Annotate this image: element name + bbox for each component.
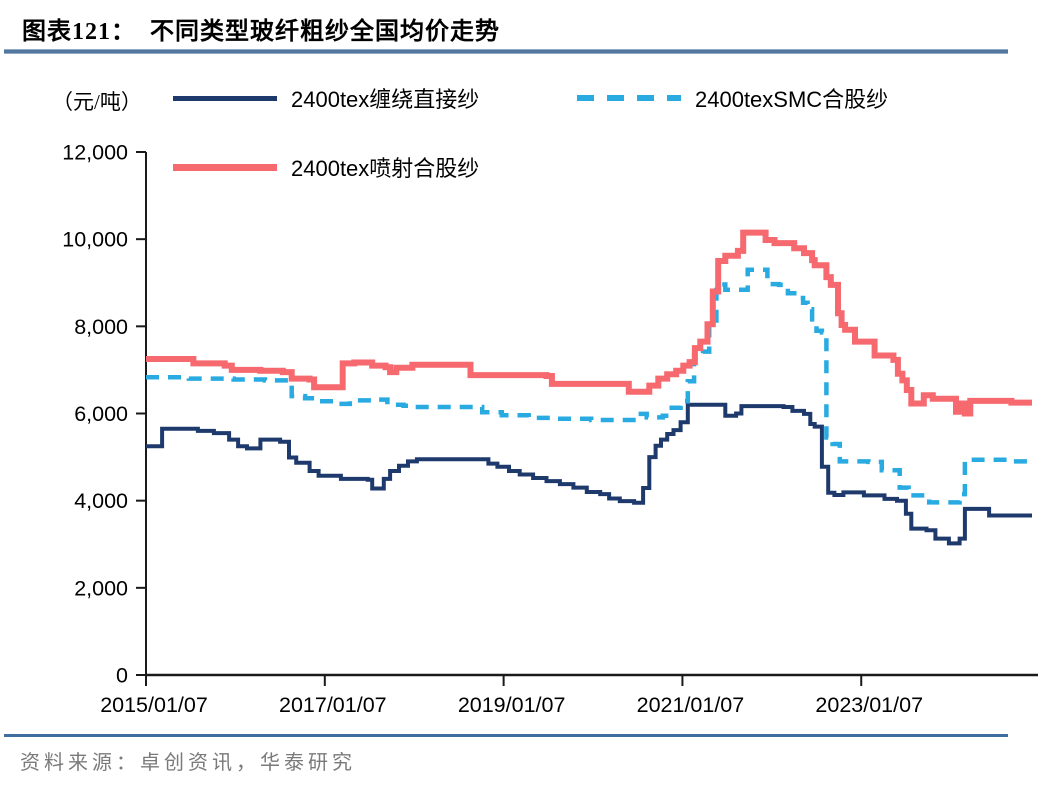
y-tick-label: 12,000 — [62, 141, 128, 165]
y-axis-unit-label: （元/吨） — [52, 90, 142, 114]
legend-item-winding-direct-yarn: 2400tex缠绕直接纱 — [173, 84, 479, 112]
series-line-1 — [146, 267, 1032, 505]
y-tick-label: 2,000 — [74, 576, 128, 600]
chart-title: 图表121： 不同类型玻纤粗纱全国均价走势 — [22, 19, 500, 45]
legend-item-spray-plied-yarn: 2400tex喷射合股纱 — [173, 153, 479, 181]
series-line-0 — [146, 402, 1032, 546]
x-tick-label: 2017/01/07 — [279, 693, 387, 717]
y-axis-ticks: 0 2,000 4,000 6,000 8,000 10,000 12,000 — [62, 141, 146, 688]
x-tick-label: 2015/01/07 — [100, 693, 208, 717]
y-tick-label: 4,000 — [74, 489, 128, 513]
legend-line-swatch-dashed-cyan — [577, 95, 681, 101]
source-divider-line — [4, 734, 1008, 737]
x-tick-label: 2023/01/07 — [815, 693, 923, 717]
x-tick-label: 2021/01/07 — [637, 693, 745, 717]
legend-label: 2400tex喷射合股纱 — [291, 156, 480, 181]
y-tick-label: 0 — [116, 664, 128, 688]
axes — [145, 152, 1038, 677]
source-text: 资料来源：卓创资讯，华泰研究 — [20, 752, 356, 774]
legend-line-swatch-solid-red — [173, 163, 277, 171]
x-tick-label: 2019/01/07 — [458, 693, 566, 717]
series-line-2 — [146, 229, 1032, 417]
y-tick-label: 8,000 — [74, 315, 128, 339]
legend-item-smc-plied-yarn: 2400texSMC合股纱 — [577, 84, 888, 112]
x-axis-ticks: 2015/01/07 2017/01/07 2019/01/07 2021/01/07… — [100, 675, 923, 717]
y-tick-label: 6,000 — [74, 402, 128, 426]
legend-label: 2400tex缠绕直接纱 — [291, 87, 480, 112]
title-divider-line — [4, 49, 1008, 54]
y-tick-label: 10,000 — [62, 228, 128, 252]
legend-label: 2400texSMC合股纱 — [695, 87, 889, 112]
legend-line-swatch-solid-navy — [173, 95, 277, 101]
